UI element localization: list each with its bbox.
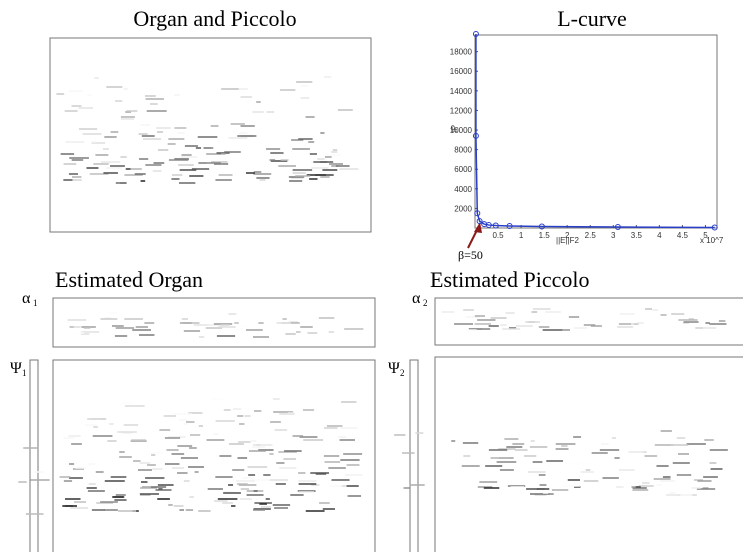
- x-tick-label: 3: [611, 231, 616, 240]
- y-tick-label: 8000: [454, 146, 472, 155]
- point: [472, 31, 479, 38]
- panel-title: Estimated Organ: [55, 267, 203, 292]
- point: [538, 223, 545, 230]
- alpha-symbol: α: [22, 290, 31, 307]
- y-tick-label: 4000: [454, 185, 472, 194]
- x-tick-label: 2.5: [585, 231, 597, 240]
- point: [492, 222, 499, 229]
- y-tick-label: 16000: [450, 67, 473, 76]
- point: [474, 210, 481, 217]
- y-tick-label: 12000: [450, 106, 473, 115]
- psi-index: 1: [22, 368, 27, 378]
- x-axis-label: ||E||F2: [556, 236, 580, 245]
- y-tick-label: 6000: [454, 165, 472, 174]
- y-tick-label: 18000: [450, 48, 473, 57]
- y-tick-label: 2000: [454, 204, 472, 213]
- line: [475, 34, 715, 229]
- y-tick-label: 14000: [450, 87, 473, 96]
- psi-symbol: Ψ: [388, 360, 400, 377]
- basis-panel: [409, 359, 419, 552]
- x-tick-label: 1.5: [539, 231, 551, 240]
- point: [472, 132, 479, 139]
- point: [476, 218, 483, 225]
- chart-title: L-curve: [557, 6, 627, 31]
- y-tick-label: 10000: [450, 126, 473, 135]
- spectrogram: [52, 359, 376, 552]
- psi-symbol: Ψ: [10, 360, 22, 377]
- x-tick-label: 4.5: [677, 231, 689, 240]
- x-tick-label: 0.5: [492, 231, 504, 240]
- x-multiplier: x 10^7: [700, 236, 724, 245]
- activation-panel: [52, 297, 376, 348]
- x-tick-label: 1: [519, 231, 524, 240]
- spectrogram: [49, 37, 372, 233]
- arrow-head: [474, 222, 482, 233]
- basis-panel: [29, 359, 39, 552]
- annotation: β=50: [458, 248, 483, 262]
- alpha-index: 2: [423, 298, 428, 308]
- spectrogram: [434, 356, 743, 552]
- point: [614, 224, 621, 231]
- x-tick-label: 5: [703, 231, 708, 240]
- point: [711, 224, 718, 231]
- x-tick-label: 3.5: [631, 231, 643, 240]
- alpha-index: 1: [33, 298, 38, 308]
- x-tick-label: 4: [657, 231, 662, 240]
- x-tick-label: 2: [565, 231, 570, 240]
- panel-title: Estimated Piccolo: [430, 267, 589, 292]
- plot-area: [474, 34, 718, 229]
- psi-index: 2: [400, 368, 405, 378]
- panel-title: Organ and Piccolo: [133, 6, 296, 31]
- point: [485, 222, 492, 229]
- alpha-symbol: α: [412, 290, 421, 307]
- y-axis-label: lP: [450, 125, 459, 132]
- point: [506, 223, 513, 230]
